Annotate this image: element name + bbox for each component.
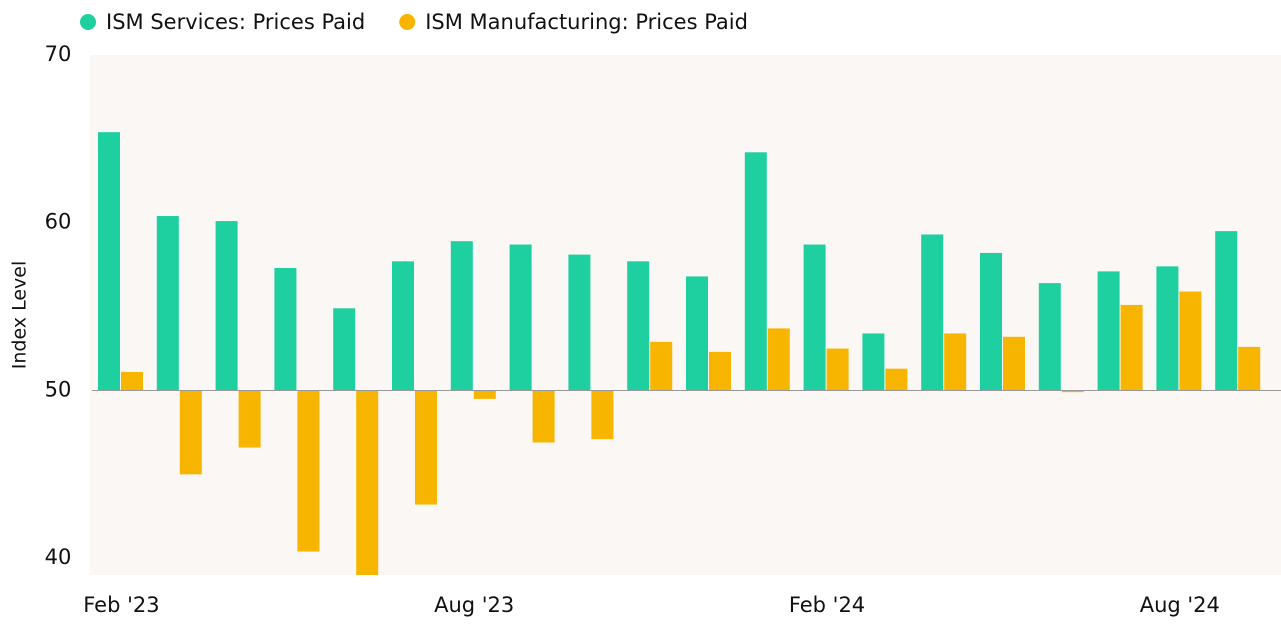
bar xyxy=(450,241,473,391)
bar xyxy=(1120,304,1143,391)
bar xyxy=(744,152,767,391)
legend-label: ISM Services: Prices Paid xyxy=(106,10,365,34)
x-tick-label: Aug '24 xyxy=(1140,593,1220,617)
bar xyxy=(568,254,591,391)
bar xyxy=(709,351,731,391)
legend-marker xyxy=(399,14,416,30)
bar xyxy=(591,390,614,440)
bar xyxy=(333,308,356,391)
y-axis-title: Index Level xyxy=(9,261,31,370)
bar xyxy=(238,390,261,448)
bar xyxy=(686,276,708,391)
bar xyxy=(215,221,238,391)
bar xyxy=(862,333,885,391)
bar xyxy=(121,372,143,391)
bar xyxy=(274,268,297,391)
bar xyxy=(1156,266,1179,391)
bar xyxy=(1003,336,1025,391)
bar xyxy=(297,390,320,552)
y-tick-label: 40 xyxy=(45,545,72,569)
bar xyxy=(392,261,414,391)
y-tick-label: 60 xyxy=(45,210,72,234)
bar xyxy=(1038,283,1061,391)
bar xyxy=(356,390,379,575)
bar xyxy=(473,390,496,399)
y-tick-label: 50 xyxy=(45,377,72,401)
bar xyxy=(1061,390,1084,393)
x-tick-label: Feb '23 xyxy=(83,593,159,617)
legend-label: ISM Manufacturing: Prices Paid xyxy=(425,10,748,34)
bar xyxy=(650,341,673,391)
bar xyxy=(1097,271,1120,391)
x-tick-label: Aug '23 xyxy=(434,593,514,617)
bar xyxy=(767,328,790,391)
bar xyxy=(627,261,650,391)
bar xyxy=(944,333,967,391)
bar xyxy=(509,244,532,391)
y-tick-label: 70 xyxy=(45,42,72,66)
bar xyxy=(980,252,1002,391)
bar xyxy=(415,390,437,505)
legend-marker xyxy=(80,14,96,30)
bar xyxy=(98,132,120,391)
bar xyxy=(532,390,555,443)
bar xyxy=(1215,231,1238,391)
bar xyxy=(803,244,826,391)
bar xyxy=(1238,346,1261,391)
bar xyxy=(179,390,202,475)
bar xyxy=(156,216,179,391)
bar xyxy=(826,348,849,391)
bar xyxy=(1179,291,1202,391)
bar xyxy=(921,234,944,391)
x-tick-label: Feb '24 xyxy=(789,593,865,617)
bar xyxy=(885,368,908,391)
